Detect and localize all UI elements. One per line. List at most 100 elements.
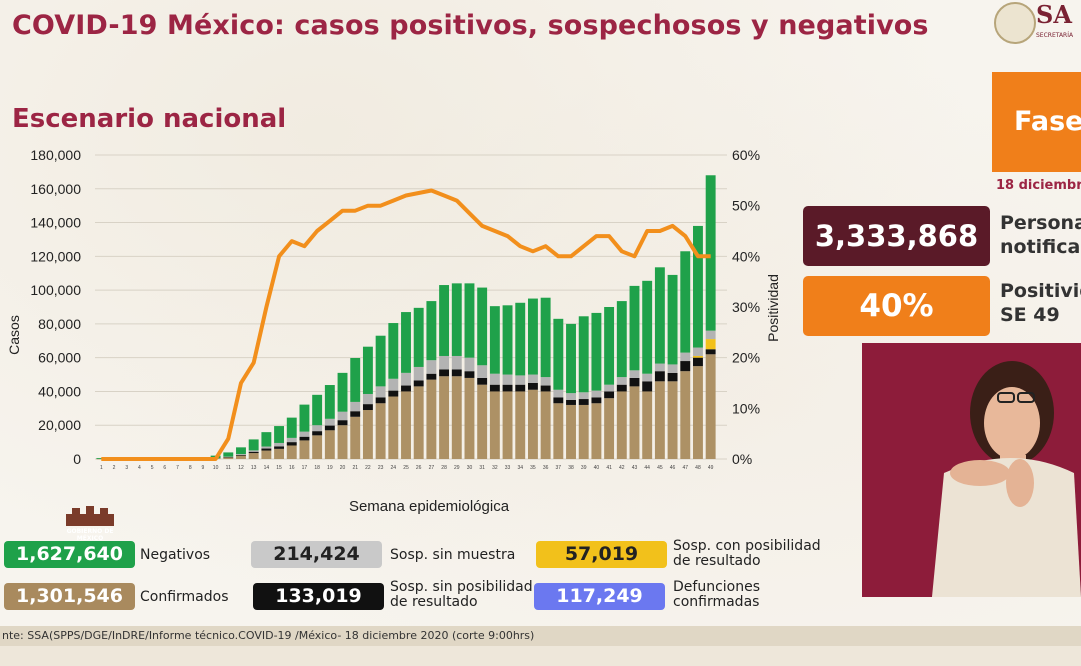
covid-chart: 0 20,000 40,000 60,000 80,000 100,000 120,000 1… — [6, 147, 781, 515]
bar-negativos-20 — [337, 372, 348, 412]
legend-con-posibilidad-label-2: de resultado — [673, 553, 761, 569]
x-tick-label: 49 — [708, 465, 714, 471]
bar-confirmados-30 — [464, 377, 475, 459]
x-tick-label: 22 — [365, 465, 371, 471]
legend-confirmados-value: 1,301,546 — [4, 583, 135, 610]
legend-defunciones-label-1: Defunciones — [673, 579, 761, 595]
legend-con-posibilidad-label-1: Sosp. con posibilidad — [673, 538, 821, 554]
bar-sosp-sin-muestra-46 — [667, 364, 678, 373]
gob-line1: GOBIERNO DE — [66, 528, 114, 535]
y2-axis-label: Positividad — [765, 274, 781, 342]
bar-sosp-sin-muestra-21 — [350, 401, 361, 412]
bar-sosp-con-posibilidad-de-resultado-49 — [705, 339, 716, 350]
bar-confirmados-46 — [667, 381, 678, 459]
seal-icon — [994, 2, 1036, 44]
x-tick-label: 8 — [189, 465, 192, 471]
bar-sosp-sin-posibilidad-de-resultado-23 — [375, 397, 386, 404]
kpi-personas-label-2: notifica — [1000, 236, 1081, 258]
bar-sosp-sin-muestra-31 — [477, 365, 488, 378]
bar-confirmados-20 — [337, 425, 348, 459]
x-tick-label: 26 — [416, 465, 422, 471]
bar-negativos-22 — [362, 346, 373, 394]
x-tick-label: 32 — [492, 465, 498, 471]
bar-negativos-38 — [566, 323, 576, 394]
x-tick-label: 2 — [113, 465, 116, 471]
bar-negativos-27 — [426, 301, 437, 361]
x-tick-label: 11 — [226, 465, 231, 471]
fase-label: Fase — [1014, 106, 1081, 137]
legend-negativos-value: 1,627,640 — [4, 541, 135, 568]
y2-tick-label: 30% — [732, 299, 760, 315]
bar-negativos-16 — [286, 417, 297, 438]
salud-logo: SA SECRETARÍA — [992, 0, 1081, 44]
bar-confirmados-38 — [566, 404, 576, 459]
y-tick-label: 180,000 — [30, 147, 81, 163]
y-tick-label: 120,000 — [30, 248, 81, 264]
y-axis-label: Casos — [6, 315, 22, 355]
x-tick-label: 25 — [403, 465, 409, 471]
bar-confirmados-21 — [350, 416, 361, 459]
bar-negativos-44 — [642, 280, 653, 374]
x-tick-label: 46 — [670, 465, 676, 471]
bar-confirmados-37 — [553, 403, 564, 459]
bar-sosp-sin-posibilidad-de-resultado-39 — [578, 399, 589, 405]
x-tick-label: 41 — [606, 465, 612, 471]
bar-negativos-36 — [540, 297, 551, 378]
legend-sin-posibilidad-label-2: de resultado — [390, 594, 478, 610]
bar-negativos-24 — [388, 323, 399, 379]
x-tick-label: 48 — [695, 465, 701, 471]
bar-negativos-31 — [477, 287, 488, 366]
bar-sosp-sin-muestra-36 — [540, 377, 551, 386]
bar-confirmados-39 — [578, 404, 589, 459]
bar-negativos-23 — [375, 335, 386, 387]
kpi-positividad-value: 40% — [803, 276, 990, 336]
bar-sosp-sin-muestra-49 — [705, 330, 716, 340]
x-tick-label: 3 — [125, 465, 128, 471]
bar-confirmados-12 — [236, 455, 246, 459]
x-tick-label: 31 — [479, 465, 485, 471]
x-tick-label: 47 — [682, 465, 688, 471]
bar-negativos-42 — [616, 301, 627, 378]
x-tick-label: 27 — [429, 465, 435, 471]
bar-sosp-sin-posibilidad-de-resultado-37 — [553, 397, 564, 404]
y-tick-label: 160,000 — [30, 181, 81, 197]
x-tick-label: 10 — [213, 465, 219, 471]
y2-tick-label: 0% — [732, 451, 752, 467]
gob-line2: MÉXICO — [76, 535, 104, 542]
bar-sosp-sin-posibilidad-de-resultado-11 — [223, 456, 234, 458]
bar-negativos-41 — [604, 307, 615, 385]
positivity-line — [101, 188, 711, 461]
x-tick-label: 30 — [467, 465, 473, 471]
bar-sosp-sin-muestra-43 — [629, 370, 640, 378]
bar-sosp-sin-muestra-17 — [299, 431, 310, 437]
kpi-personas-value: 3,333,868 — [803, 206, 990, 266]
bar-sosp-sin-posibilidad-de-resultado-25 — [401, 385, 411, 392]
bar-negativos-46 — [667, 274, 678, 365]
x-tick-label: 16 — [289, 465, 295, 471]
bar-negativos-21 — [350, 358, 361, 402]
kpi-positividad-label-1: Positivid — [1000, 280, 1081, 302]
bar-sosp-sin-posibilidad-de-resultado-42 — [616, 384, 627, 392]
y-tick-label: 40,000 — [38, 383, 81, 399]
bar-sosp-sin-muestra-20 — [337, 411, 348, 421]
bar-negativos-39 — [578, 316, 589, 393]
x-tick-label: 23 — [378, 465, 384, 471]
bar-sosp-sin-muestra-38 — [566, 393, 576, 400]
y-tick-label: 100,000 — [30, 282, 81, 298]
bar-sosp-sin-muestra-40 — [591, 390, 602, 398]
legend-sin-muestra-value: 214,424 — [251, 541, 382, 568]
bar-sosp-sin-muestra-22 — [362, 393, 373, 405]
x-tick-label: 28 — [441, 465, 447, 471]
bar-sosp-sin-muestra-15 — [274, 442, 285, 447]
bar-confirmados-31 — [477, 384, 488, 459]
bar-sosp-sin-muestra-37 — [553, 389, 564, 398]
bar-confirmados-14 — [261, 450, 272, 459]
bar-confirmados-40 — [591, 403, 602, 459]
bar-confirmados-11 — [223, 457, 234, 459]
bar-sosp-sin-muestra-35 — [527, 374, 538, 383]
bar-sosp-sin-muestra-11 — [223, 456, 234, 458]
bar-confirmados-19 — [324, 430, 335, 459]
y2-tick-label: 60% — [732, 147, 760, 163]
y2-tick-label: 50% — [732, 198, 760, 214]
bar-negativos-48 — [693, 225, 703, 348]
